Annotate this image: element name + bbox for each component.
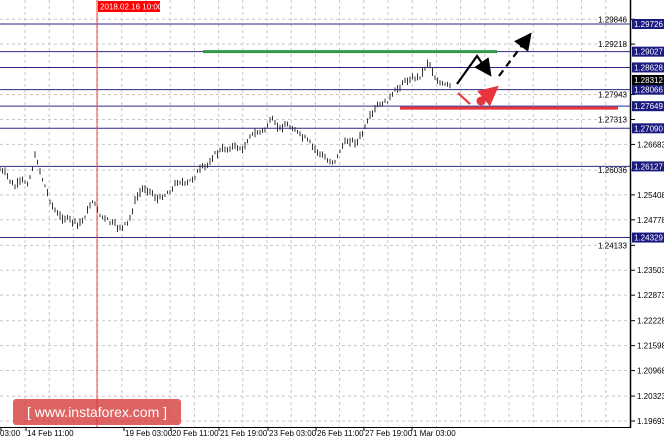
time-tick-label: 20 Feb 11:00: [172, 429, 219, 438]
level-label-bg: [632, 232, 664, 243]
price-candles: [0, 59, 451, 232]
price-tick-label: 1.29846: [598, 15, 627, 24]
price-tick-label: 1.23503: [637, 266, 664, 275]
level-label-bg: [632, 19, 664, 29]
time-tick-label: 26 Feb 11:00: [317, 429, 364, 438]
price-tick-label: 1.25408: [637, 191, 664, 200]
time-tick-label: 27 Feb 19:00: [365, 429, 413, 438]
level-label: 1.27090: [634, 124, 663, 133]
price-tick-label: 1.24778: [637, 216, 664, 225]
price-tick-label: 1.22873: [637, 291, 664, 300]
price-tick-label: 1.27313: [598, 115, 627, 124]
level-label-bg: [632, 101, 664, 112]
price-tick-label: 1.19693: [637, 417, 664, 426]
bullish-continuation-arrow-icon: [498, 32, 532, 77]
watermark-text: [ www.instaforex.com ]: [26, 404, 168, 420]
time-tick-label: 21 Feb 19:00: [220, 429, 268, 438]
time-tick-label: 1 Mar 03:00: [413, 429, 456, 438]
highlighted-time-label: 2018.02.16 10:00: [100, 3, 163, 12]
level-label: 1.27649: [634, 102, 663, 111]
price-tick-label: 1.24133: [598, 241, 627, 250]
level-label-bg: [632, 84, 664, 95]
price-tick-label: 1.20968: [637, 367, 664, 376]
price-tick-label: 1.21598: [637, 342, 664, 351]
time-tick-label: 19 Feb 03:00: [125, 429, 173, 438]
time-tick-label: 03:00: [0, 429, 21, 438]
pullback-arrow-icon: [477, 85, 499, 107]
level-label-bg: [632, 62, 664, 73]
price-tick-label: 1.26036: [598, 166, 627, 175]
price-tick-label: 1.26683: [637, 140, 664, 149]
level-label: 1.26127: [634, 162, 663, 171]
level-label: 1.29726: [634, 20, 663, 29]
price-tick-label: 1.27943: [598, 91, 627, 100]
grid: [0, 0, 630, 427]
time-tick-label: 23 Feb 03:00: [269, 429, 317, 438]
level-label-bg: [632, 46, 664, 57]
time-tick-label: 14 Feb 11:00: [27, 429, 74, 438]
level-label: 1.28066: [634, 86, 663, 95]
price-tick-label: 1.22228: [637, 317, 664, 326]
price-axis: 1.29846 1.29218 1.27943 1.27313 1.26683 1.260…: [598, 15, 664, 426]
level-label: 1.29027: [634, 48, 663, 57]
level-label: 1.28628: [634, 63, 663, 72]
instaforex-watermark-logo: [ www.instaforex.com ]: [13, 399, 181, 425]
level-label-bg: [632, 123, 664, 134]
price-tick-label: 1.29218: [598, 40, 627, 49]
current-price-label: 1.28312: [634, 76, 663, 85]
level-label-bg: [632, 161, 664, 172]
bearish-path-line: [457, 92, 471, 105]
level-label: 1.24329: [634, 234, 663, 243]
current-price-bg: [632, 74, 664, 85]
time-axis: 03:00 14 Feb 11:00 19 Feb 03:00 20 Feb 11:0…: [0, 1, 456, 438]
highlighted-time-bg: [98, 1, 160, 12]
bullish-arrow-icon: [456, 54, 492, 85]
price-tick-label: 1.20323: [637, 392, 664, 401]
forecast-arrows: [456, 32, 532, 107]
